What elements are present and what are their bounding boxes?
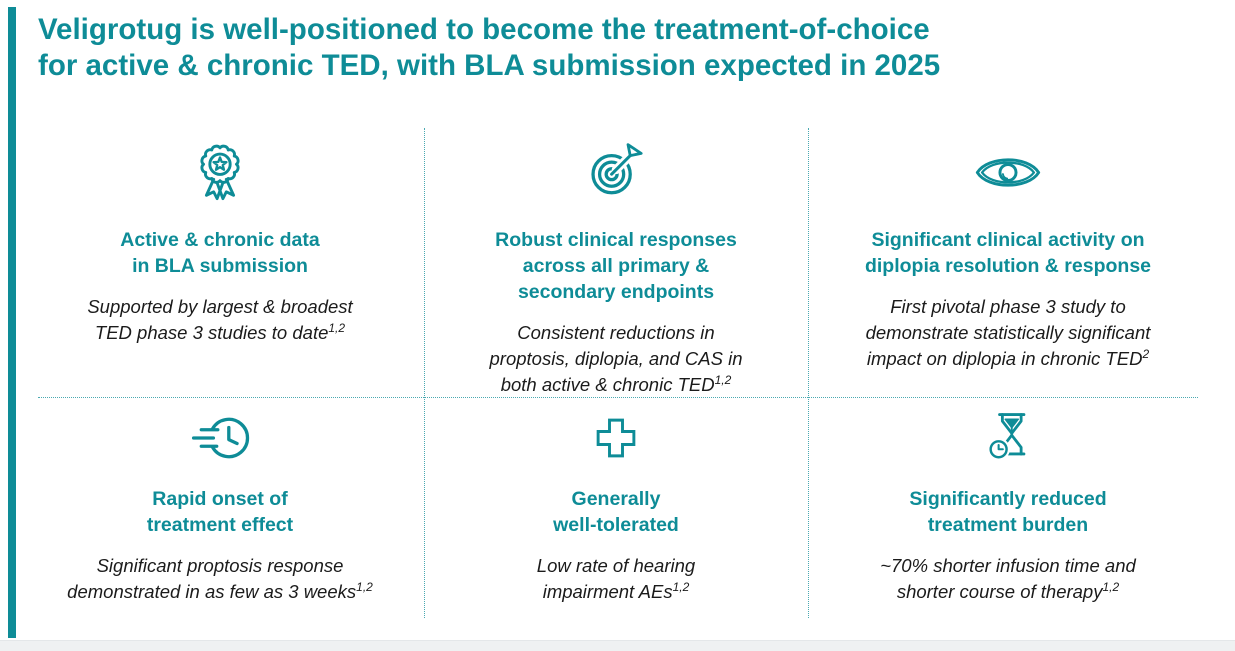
card-heading-line: Generally: [571, 488, 661, 510]
speed-clock-icon: [30, 403, 410, 473]
card-heading-line: Significantly reduced: [909, 488, 1107, 510]
reference-superscript: 1,2: [1102, 579, 1120, 594]
row-divider: [38, 397, 1198, 398]
benefit-card-rapid-onset: Rapid onset of treatment effect Significa…: [30, 403, 410, 613]
accent-bar: [8, 7, 16, 638]
card-heading-line: treatment burden: [927, 514, 1089, 536]
reference-superscript: 1,2: [356, 579, 373, 594]
card-body-line: Significant proptosis response: [96, 555, 344, 576]
card-heading-line: in BLA submission: [132, 255, 308, 277]
bottom-strip: [0, 640, 1235, 651]
card-heading-line: Active & chronic data: [120, 229, 320, 251]
target-arrow-icon: [434, 130, 798, 214]
card-heading: Robust clinical responses across all prim…: [434, 227, 798, 305]
card-heading-line: Robust clinical responses: [495, 229, 737, 251]
card-body-line: TED phase 3 studies to date: [94, 322, 329, 343]
benefit-card-diplopia-activity: Significant clinical activity on diplopia…: [816, 130, 1200, 390]
card-heading: Generally well-tolerated: [434, 486, 798, 538]
card-heading-line: treatment effect: [146, 514, 294, 536]
card-body-line: both active & chronic TED: [500, 374, 715, 395]
card-body-line: impairment AEs: [542, 581, 673, 602]
card-body-line: impact on diplopia in chronic TED: [866, 348, 1143, 369]
card-heading-line: Rapid onset of: [152, 488, 288, 510]
card-heading-line: across all primary &: [522, 255, 710, 277]
benefit-card-active-chronic-data: Active & chronic data in BLA submission S…: [30, 130, 410, 390]
benefit-card-well-tolerated: Generally well-tolerated Low rate of hear…: [434, 403, 798, 613]
column-divider: [424, 128, 425, 618]
card-heading: Significantly reduced treatment burden: [816, 486, 1200, 538]
reference-superscript: 2: [1142, 346, 1150, 361]
benefit-card-robust-clinical-responses: Robust clinical responses across all prim…: [434, 130, 798, 395]
card-body-line: shorter course of therapy: [896, 581, 1103, 602]
card-heading-line: well-tolerated: [553, 514, 679, 536]
card-body-line: demonstrated in as few as 3 weeks: [67, 581, 357, 602]
reference-superscript: 1,2: [714, 372, 732, 387]
hourglass-clock-icon: [816, 403, 1200, 473]
column-divider: [808, 128, 809, 618]
card-body: Supported by largest & broadest TED phase…: [30, 294, 410, 346]
card-heading: Significant clinical activity on diplopia…: [816, 227, 1200, 279]
award-ribbon-icon: [30, 130, 410, 214]
card-body: Consistent reductions in proptosis, diplo…: [434, 320, 798, 398]
card-body-line: demonstrate statistically significant: [865, 322, 1151, 343]
reference-superscript: 1,2: [672, 579, 690, 594]
benefit-card-reduced-burden: Significantly reduced treatment burden ~7…: [816, 403, 1200, 613]
card-heading-line: secondary endpoints: [517, 281, 715, 303]
card-body-line: Supported by largest & broadest: [87, 296, 353, 317]
card-body-line: Low rate of hearing: [536, 555, 696, 576]
card-body: ~70% shorter infusion time and shorter co…: [816, 553, 1200, 605]
card-body: First pivotal phase 3 study to demonstrat…: [816, 294, 1200, 372]
card-body-line: ~70% shorter infusion time and: [880, 555, 1136, 576]
medical-cross-icon: [434, 403, 798, 473]
card-body: Low rate of hearing impairment AEs1,2: [434, 553, 798, 605]
card-body-line: proptosis, diplopia, and CAS in: [489, 348, 743, 369]
card-body: Significant proptosis response demonstrat…: [30, 553, 410, 605]
card-heading-line: diplopia resolution & response: [864, 255, 1152, 277]
eye-icon: [816, 130, 1200, 214]
page-title: Veligrotug is well-positioned to become …: [38, 12, 1228, 84]
page-title-line2: for active & chronic TED, with BLA submi…: [38, 49, 941, 82]
reference-superscript: 1,2: [328, 320, 346, 335]
card-body-line: Consistent reductions in: [517, 322, 715, 343]
card-heading-line: Significant clinical activity on: [871, 229, 1145, 251]
card-body-line: First pivotal phase 3 study to: [890, 296, 1126, 317]
card-heading: Rapid onset of treatment effect: [30, 486, 410, 538]
card-heading: Active & chronic data in BLA submission: [30, 227, 410, 279]
page-title-line1: Veligrotug is well-positioned to become …: [38, 13, 930, 46]
